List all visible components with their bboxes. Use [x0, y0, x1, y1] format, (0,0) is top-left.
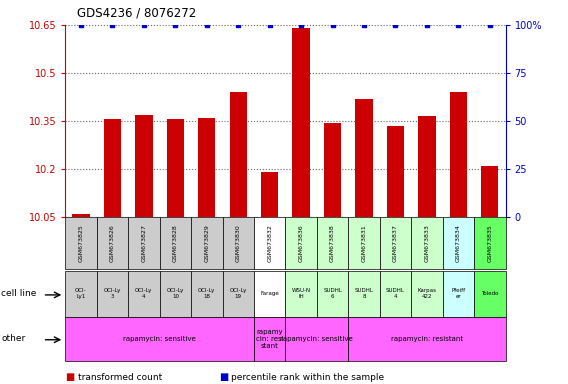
Point	[360, 22, 369, 28]
Text: GSM673837: GSM673837	[393, 224, 398, 262]
Text: GSM673836: GSM673836	[299, 224, 304, 262]
Bar	[324, 122, 341, 217]
FancyBboxPatch shape	[223, 217, 254, 269]
Text: GSM673828: GSM673828	[173, 224, 178, 262]
Text: OCI-Ly
18: OCI-Ly 18	[198, 288, 215, 299]
Text: GSM673825: GSM673825	[78, 224, 83, 262]
Text: OCI-
Ly1: OCI- Ly1	[75, 288, 87, 299]
Text: OCI-Ly
10: OCI-Ly 10	[166, 288, 184, 299]
Bar	[387, 126, 404, 217]
Bar	[481, 166, 499, 217]
FancyBboxPatch shape	[442, 217, 474, 269]
Text: ■: ■	[65, 372, 74, 382]
Text: other: other	[1, 334, 26, 343]
Bar	[198, 118, 215, 217]
FancyBboxPatch shape	[191, 271, 223, 317]
Bar	[167, 119, 184, 217]
FancyBboxPatch shape	[348, 271, 380, 317]
Text: rapamycin: sensitive: rapamycin: sensitive	[281, 336, 353, 342]
Bar	[450, 92, 467, 217]
Text: GSM673830: GSM673830	[236, 224, 241, 262]
Point	[108, 22, 117, 28]
FancyBboxPatch shape	[348, 317, 506, 361]
FancyBboxPatch shape	[65, 271, 97, 317]
Text: SUDHL
6: SUDHL 6	[323, 288, 342, 299]
Text: rapamycin: sensitive: rapamycin: sensitive	[123, 336, 196, 342]
FancyBboxPatch shape	[254, 271, 285, 317]
Text: Farage: Farage	[260, 291, 279, 296]
Bar	[261, 172, 278, 217]
FancyBboxPatch shape	[317, 217, 348, 269]
Point	[202, 22, 211, 28]
Point	[233, 22, 243, 28]
Text: Pfeiff
er: Pfeiff er	[452, 288, 465, 299]
FancyBboxPatch shape	[160, 271, 191, 317]
Text: GSM673832: GSM673832	[267, 224, 272, 262]
Point	[391, 22, 400, 28]
FancyBboxPatch shape	[191, 217, 223, 269]
FancyBboxPatch shape	[128, 217, 160, 269]
Bar	[104, 119, 121, 217]
Text: SUDHL
8: SUDHL 8	[354, 288, 374, 299]
FancyBboxPatch shape	[128, 271, 160, 317]
FancyBboxPatch shape	[65, 217, 97, 269]
Point	[265, 22, 274, 28]
FancyBboxPatch shape	[411, 217, 442, 269]
FancyBboxPatch shape	[380, 271, 411, 317]
Text: OCI-Ly
3: OCI-Ly 3	[104, 288, 121, 299]
Text: GSM673838: GSM673838	[330, 224, 335, 262]
Text: GSM673827: GSM673827	[141, 224, 147, 262]
Bar	[418, 116, 436, 217]
Text: GSM673831: GSM673831	[361, 224, 366, 262]
FancyBboxPatch shape	[380, 217, 411, 269]
FancyBboxPatch shape	[411, 271, 442, 317]
Text: rapamy
cin: resi
stant: rapamy cin: resi stant	[256, 329, 283, 349]
FancyBboxPatch shape	[474, 217, 506, 269]
Text: OCI-Ly
4: OCI-Ly 4	[135, 288, 153, 299]
FancyBboxPatch shape	[160, 217, 191, 269]
Text: GSM673829: GSM673829	[204, 224, 210, 262]
FancyBboxPatch shape	[97, 271, 128, 317]
Text: GSM673834: GSM673834	[456, 224, 461, 262]
Point	[423, 22, 432, 28]
FancyBboxPatch shape	[317, 271, 348, 317]
FancyBboxPatch shape	[97, 217, 128, 269]
Text: WSU-N
IH: WSU-N IH	[291, 288, 311, 299]
Point	[328, 22, 337, 28]
Text: cell line: cell line	[1, 289, 36, 298]
FancyBboxPatch shape	[254, 317, 285, 361]
Text: rapamycin: resistant: rapamycin: resistant	[391, 336, 463, 342]
Point	[77, 22, 86, 28]
Text: transformed count: transformed count	[78, 372, 162, 382]
Text: ■: ■	[219, 372, 228, 382]
Text: Karpas
422: Karpas 422	[417, 288, 436, 299]
FancyBboxPatch shape	[285, 217, 317, 269]
FancyBboxPatch shape	[348, 217, 380, 269]
FancyBboxPatch shape	[442, 271, 474, 317]
Text: percentile rank within the sample: percentile rank within the sample	[231, 372, 385, 382]
FancyBboxPatch shape	[65, 317, 254, 361]
FancyBboxPatch shape	[474, 271, 506, 317]
Point	[296, 22, 306, 28]
Text: Toledo: Toledo	[481, 291, 499, 296]
Text: GSM673826: GSM673826	[110, 224, 115, 262]
Point	[485, 22, 494, 28]
Text: GDS4236 / 8076272: GDS4236 / 8076272	[77, 6, 196, 19]
Text: GSM673833: GSM673833	[424, 224, 429, 262]
Point	[139, 22, 148, 28]
Bar	[356, 99, 373, 217]
Text: GSM673835: GSM673835	[487, 224, 492, 262]
Bar	[72, 214, 90, 217]
FancyBboxPatch shape	[285, 271, 317, 317]
Bar	[293, 28, 310, 217]
Text: SUDHL
4: SUDHL 4	[386, 288, 405, 299]
Text: OCI-Ly
19: OCI-Ly 19	[229, 288, 247, 299]
FancyBboxPatch shape	[254, 217, 285, 269]
FancyBboxPatch shape	[223, 271, 254, 317]
Point	[171, 22, 180, 28]
Point	[454, 22, 463, 28]
FancyBboxPatch shape	[285, 317, 348, 361]
Bar	[229, 92, 247, 217]
Bar	[135, 114, 153, 217]
